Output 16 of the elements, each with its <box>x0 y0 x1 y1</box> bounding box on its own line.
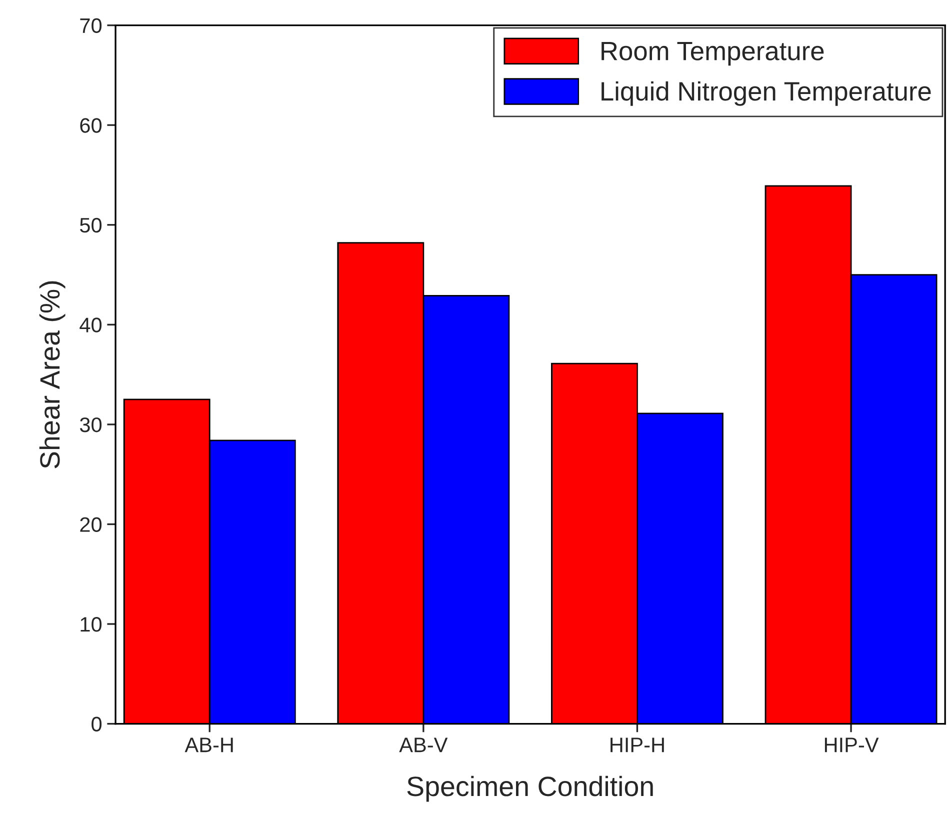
y-tick-label: 10 <box>80 617 102 632</box>
x-axis-title: Specimen Condition <box>407 776 653 802</box>
legend-label: Room Temperature <box>602 42 824 66</box>
y-tick-label: 50 <box>80 218 102 233</box>
y-tick-label: 0 <box>92 716 102 732</box>
x-tick-label: AB-H <box>184 738 233 752</box>
legend-label: Liquid Nitrogen Temperature <box>602 81 931 106</box>
x-tick-label: AB-V <box>399 738 448 752</box>
x-tick-label: HIP-H <box>610 738 664 752</box>
y-tick-label: 30 <box>80 417 102 432</box>
y-tick-label: 60 <box>80 118 102 133</box>
y-axis-title: Shear Area (%) <box>39 281 66 468</box>
x-tick-label: HIP-V <box>824 738 879 752</box>
y-tick-label: 20 <box>80 517 102 532</box>
y-tick-label: 40 <box>80 318 102 332</box>
y-tick-label: 70 <box>80 18 102 34</box>
